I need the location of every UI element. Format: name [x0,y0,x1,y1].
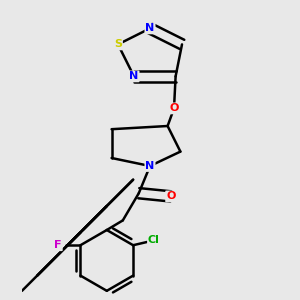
Text: S: S [114,39,122,50]
Text: N: N [146,161,154,171]
Text: O: O [166,191,176,201]
Text: Cl: Cl [148,236,160,245]
Text: O: O [169,103,179,113]
Text: N: N [129,71,139,81]
Text: N: N [146,23,154,33]
Text: F: F [54,240,62,250]
